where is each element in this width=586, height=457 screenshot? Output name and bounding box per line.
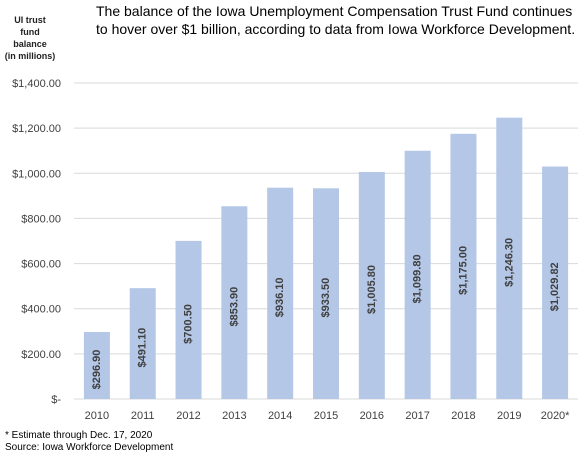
bar [83,331,110,399]
x-tick-label: 2015 [314,410,338,422]
y-axis-title-line: balance [13,39,47,49]
bar [496,117,523,399]
bar [542,166,569,399]
x-tick-label: 2019 [497,410,521,422]
bar-value-label: $1,246.30 [503,238,515,287]
y-tick-label: $1,200.00 [12,123,61,135]
y-tick-label: $800.00 [21,213,61,225]
bar [313,188,339,399]
x-tick-label: 2020* [541,410,570,422]
y-axis-title: UI trust fund balance (in millions) [4,14,56,62]
chart-title-line: to hover over $1 billion, according to d… [96,21,576,37]
bar-value-label: $853.90 [228,287,240,327]
y-axis-title-line: fund [20,27,40,37]
x-tick-label: 2011 [131,410,155,422]
bar-value-label: $933.50 [320,278,332,318]
chart-title-line: The balance of the Iowa Unemployment Com… [96,3,573,19]
bar [450,133,477,400]
x-tick-label: 2017 [405,410,429,422]
bar [129,288,156,399]
bar-value-label: $296.90 [91,350,103,390]
chart-notes: * Estimate through Dec. 17, 2020 Source:… [5,430,173,454]
footnote: * Estimate through Dec. 17, 2020 [5,430,153,441]
x-tick-label: 2014 [268,410,292,422]
bar-value-label: $1,175.00 [457,246,469,295]
source-note: Source: Iowa Workforce Development [5,442,174,453]
bar-value-label: $1,029.82 [549,262,561,311]
bar [267,187,294,399]
bar-value-label: $491.10 [137,328,149,368]
bar-value-label: $936.10 [274,277,286,317]
x-tick-label: 2012 [176,410,200,422]
x-tick-label: 2016 [360,410,384,422]
bar-value-label: $1,099.80 [412,254,424,303]
chart-title: The balance of the Iowa Unemployment Com… [96,2,582,38]
y-tick-label: $1,400.00 [12,78,61,90]
bar [221,206,248,399]
x-tick-label: 2013 [222,410,246,422]
x-tick-label: 2010 [85,410,109,422]
y-axis-title-line: (in millions) [4,51,56,61]
x-tick-label: 2018 [451,410,475,422]
y-tick-label: $1,000.00 [12,168,61,180]
bar [175,240,202,399]
y-tick-label: $200.00 [21,349,61,361]
bar-value-label: $1,005.80 [366,265,378,314]
y-tick-label: $- [51,394,61,406]
bar [358,171,385,399]
bar-value-label: $700.50 [183,304,195,344]
y-axis-title-line: UI trust [14,15,46,25]
bar [404,150,431,399]
y-tick-label: $400.00 [21,304,61,316]
y-tick-label: $600.00 [21,259,61,271]
